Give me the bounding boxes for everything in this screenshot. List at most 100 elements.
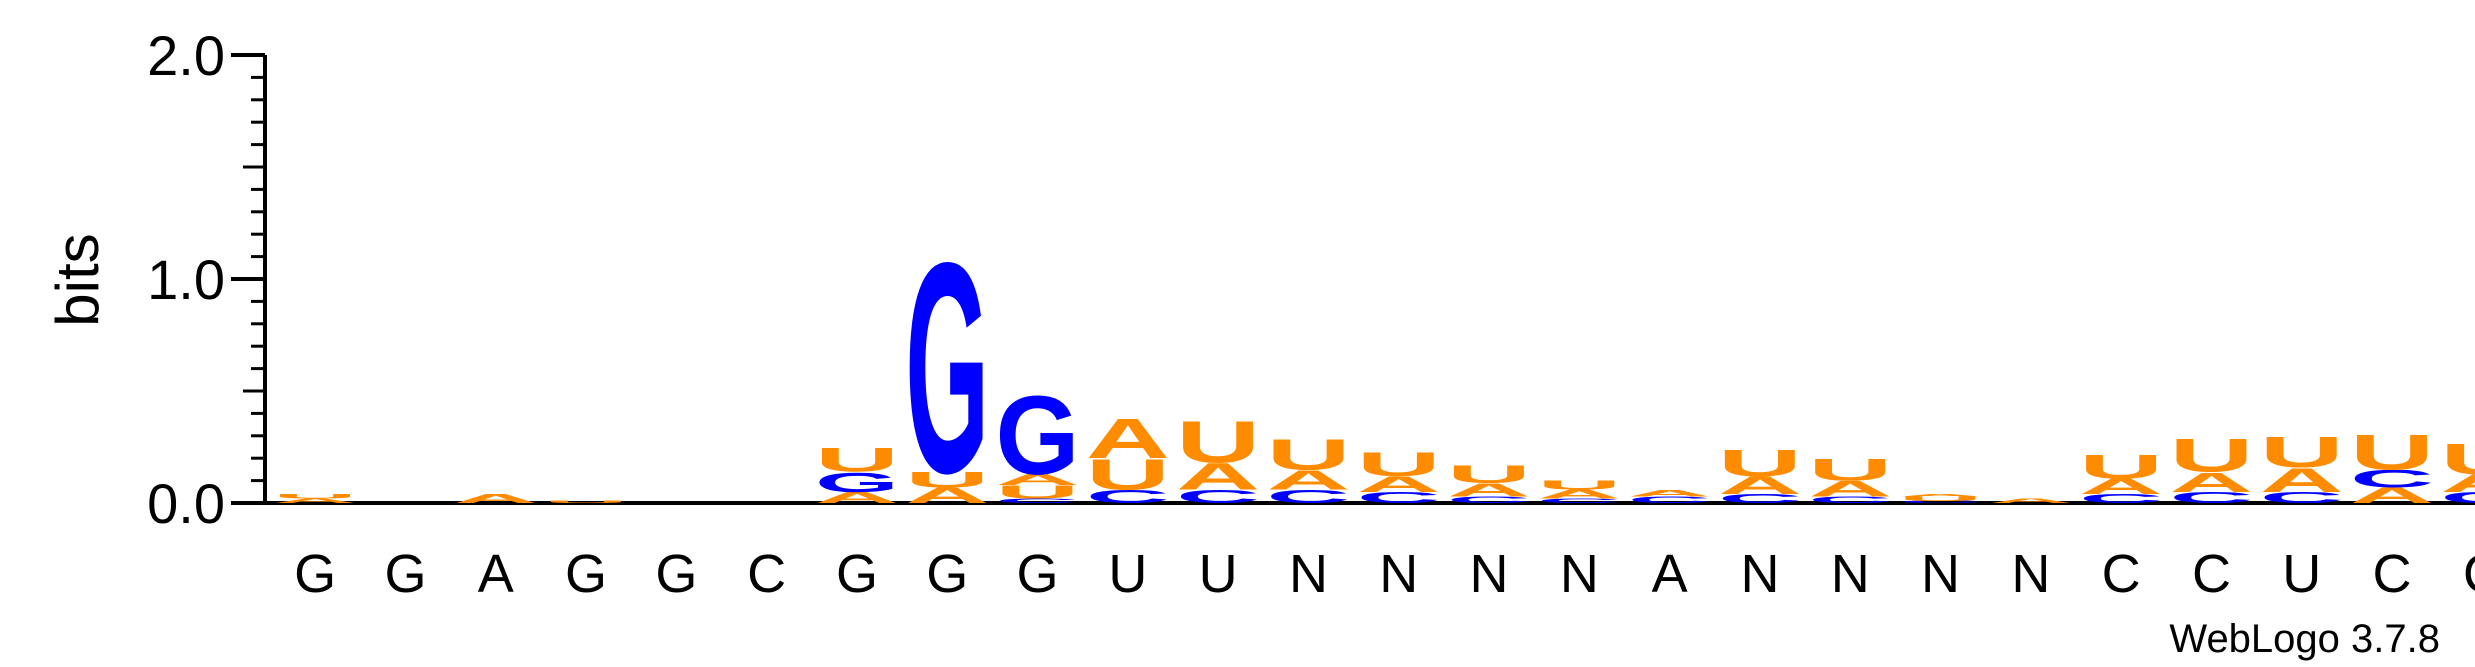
y-tick-label: 1.0 bbox=[147, 248, 225, 311]
glyph-U: U bbox=[815, 441, 899, 480]
glyph-A: A bbox=[1086, 408, 1170, 471]
logo-stack-position-15: CAU bbox=[1537, 478, 1621, 504]
glyph-C: C bbox=[2350, 465, 2434, 493]
glyph-A: A bbox=[1266, 464, 1350, 496]
logo-stack-position-19: CUA bbox=[1899, 494, 1983, 504]
position-label: N bbox=[1831, 544, 1870, 604]
logo-stack-position-16: CA bbox=[1628, 488, 1712, 505]
glyph-A: A bbox=[1989, 497, 2073, 504]
glyph-U: U bbox=[1808, 453, 1892, 488]
y-tick-label: 0.0 bbox=[147, 472, 225, 535]
logo-stack-position-13: CAU bbox=[1357, 445, 1441, 506]
position-label: A bbox=[1652, 544, 1688, 604]
position-label: N bbox=[2011, 544, 2050, 604]
position-label: C bbox=[2463, 544, 2475, 604]
glyph-C: C bbox=[2169, 489, 2253, 507]
logo-stack-position-14: CAU bbox=[1447, 460, 1531, 505]
glyph-A: A bbox=[996, 471, 1080, 489]
glyph-U: U bbox=[544, 500, 628, 503]
logo-stack-position-22: CAU bbox=[2169, 429, 2253, 506]
glyph-A: A bbox=[1899, 494, 1983, 497]
logo-stack-position-8: AUG bbox=[905, 200, 989, 535]
glyph-A: A bbox=[905, 483, 989, 508]
glyph-G: G bbox=[996, 373, 1080, 499]
glyph-A: A bbox=[1537, 487, 1621, 501]
glyph-G: G bbox=[815, 466, 899, 497]
logo-stack-position-24: ACU bbox=[2350, 424, 2434, 508]
glyph-U: U bbox=[2350, 424, 2434, 480]
glyph-U: U bbox=[2260, 427, 2344, 476]
glyph-U: U bbox=[2440, 434, 2475, 483]
glyph-C: C bbox=[1899, 500, 1983, 503]
position-label: A bbox=[478, 544, 514, 604]
glyph-A: A bbox=[1357, 472, 1441, 497]
glyph-A: A bbox=[2079, 474, 2163, 499]
position-label: N bbox=[1560, 544, 1599, 604]
x-axis-position-labels: GGAGGCGGGUUNNNNANNNNCCUCCUC bbox=[294, 544, 2475, 604]
glyph-U: U bbox=[1899, 495, 1983, 502]
glyph-C: C bbox=[1176, 486, 1260, 507]
glyph-A: A bbox=[1176, 456, 1260, 498]
glyph-C: C bbox=[996, 497, 1080, 504]
position-label: N bbox=[1740, 544, 1779, 604]
glyph-U: U bbox=[1266, 430, 1350, 479]
glyph-U: U bbox=[1086, 450, 1170, 499]
position-label: G bbox=[1017, 544, 1059, 604]
glyph-A: A bbox=[1628, 488, 1712, 498]
glyph-C: C bbox=[1718, 492, 1802, 506]
glyph-C: C bbox=[1808, 495, 1892, 505]
glyph-C: C bbox=[1447, 495, 1531, 505]
position-label: N bbox=[1470, 544, 1509, 604]
glyph-A: A bbox=[1447, 479, 1531, 500]
position-label: U bbox=[1199, 544, 1238, 604]
glyph-U: U bbox=[2079, 447, 2163, 486]
position-label: U bbox=[1108, 544, 1147, 604]
glyph-A: A bbox=[2169, 466, 2253, 498]
position-label: G bbox=[565, 544, 607, 604]
position-label: C bbox=[747, 544, 786, 604]
glyph-A: A bbox=[454, 492, 538, 506]
glyph-C: C bbox=[1086, 486, 1170, 507]
position-label: N bbox=[1379, 544, 1418, 604]
y-tick-label: 2.0 bbox=[147, 24, 225, 87]
logo-stack-position-17: CAU bbox=[1718, 443, 1802, 506]
logo-stack-position-18: CAU bbox=[1808, 453, 1892, 505]
logo-stack-position-12: CAU bbox=[1266, 430, 1350, 508]
position-label: C bbox=[2192, 544, 2231, 604]
logo-stack-position-21: CAU bbox=[2079, 447, 2163, 505]
glyph-U: U bbox=[1447, 460, 1531, 488]
glyph-U: U bbox=[273, 493, 357, 500]
logo-stack-position-10: CUA bbox=[1086, 408, 1170, 507]
logo-stack-position-7: AGU bbox=[815, 441, 899, 507]
logo-stack-position-11: CAU bbox=[1176, 409, 1260, 507]
glyph-C: C bbox=[1628, 495, 1712, 505]
position-label: U bbox=[2282, 544, 2321, 604]
logo-stack-position-23: CAU bbox=[2260, 427, 2344, 506]
glyph-U: U bbox=[2169, 429, 2253, 481]
glyph-A: A bbox=[2260, 461, 2344, 500]
logo-stack-position-3: A bbox=[454, 492, 538, 506]
position-label: N bbox=[1289, 544, 1328, 604]
glyph-G: G bbox=[905, 200, 989, 535]
glyph-C: C bbox=[2079, 492, 2163, 506]
position-label: C bbox=[2373, 544, 2412, 604]
logo-stack-position-25: CAU bbox=[2440, 434, 2475, 506]
logo-stack-position-1: AU bbox=[273, 493, 357, 504]
glyph-U: U bbox=[905, 467, 989, 492]
position-label: C bbox=[2102, 544, 2141, 604]
position-label: N bbox=[1921, 544, 1960, 604]
glyph-U: U bbox=[1537, 478, 1621, 492]
glyph-C: C bbox=[1537, 497, 1621, 504]
glyph-A: A bbox=[273, 497, 357, 504]
logo-stack-position-4: U bbox=[544, 500, 628, 503]
y-axis-label: bits bbox=[44, 233, 111, 326]
position-label: G bbox=[926, 544, 968, 604]
glyph-U: U bbox=[1176, 409, 1260, 476]
position-label: G bbox=[384, 544, 426, 604]
glyph-A: A bbox=[1808, 476, 1892, 501]
glyph-U: U bbox=[1718, 443, 1802, 485]
glyph-U: U bbox=[1357, 445, 1441, 484]
